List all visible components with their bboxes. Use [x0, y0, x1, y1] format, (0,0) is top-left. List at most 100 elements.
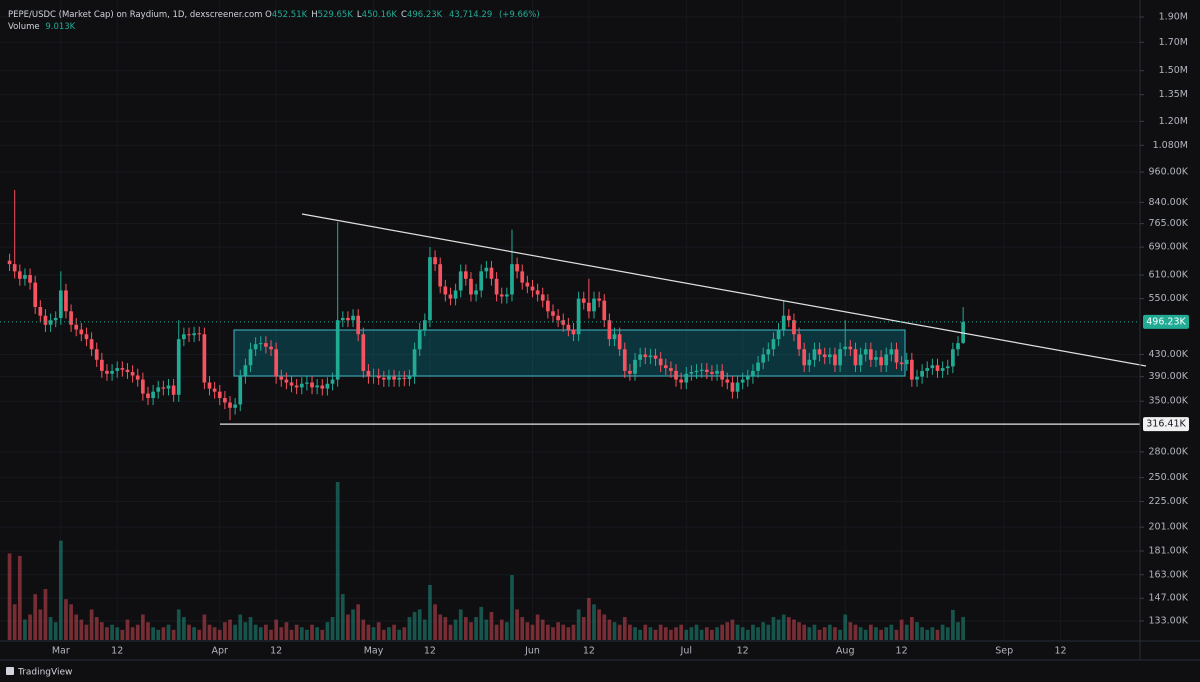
candle-body	[587, 302, 591, 312]
volume-bar	[843, 614, 848, 640]
candle-body	[79, 329, 84, 335]
volume-bar	[940, 624, 945, 640]
candle-body	[458, 271, 463, 291]
candle-body	[628, 370, 632, 374]
candle-body	[330, 379, 335, 384]
candle-body	[597, 298, 601, 301]
x-tick-label: 12	[1054, 646, 1066, 657]
volume-legend-name: Volume	[8, 22, 40, 32]
volume-bar	[207, 624, 212, 640]
volume-pane	[7, 482, 965, 640]
candle-body	[243, 365, 248, 377]
volume-bar	[146, 622, 150, 640]
candle-body	[356, 315, 361, 335]
volume-bar	[633, 627, 637, 640]
candle-body	[187, 334, 191, 336]
volume-bar	[433, 604, 437, 640]
volume-bar	[546, 624, 550, 640]
volume-bar	[474, 617, 478, 640]
volume-bar	[7, 553, 12, 640]
volume-bar	[376, 622, 381, 640]
volume-bar	[315, 627, 320, 640]
candle-body	[217, 391, 222, 398]
y-tick-label: 280.00K	[1149, 446, 1189, 457]
candle-body	[89, 339, 94, 350]
x-tick-label: 12	[111, 646, 123, 657]
volume-bar	[458, 609, 463, 640]
candle-body	[884, 354, 889, 366]
volume-bar	[407, 617, 412, 640]
volume-bar	[735, 624, 740, 640]
volume-bar	[356, 604, 361, 640]
candle-body	[305, 382, 309, 384]
ohlc-name: O	[265, 10, 272, 20]
candle-body	[751, 370, 755, 377]
volume-bar	[863, 629, 868, 640]
axes: 1.90M 1.70M 1.50M 1.35M 1.20M 1.080M 960.00K 84…	[52, 12, 1189, 657]
volume-bar	[48, 617, 53, 640]
legend-line: PEPE/USDC (Market Cap) on Raydium, 1D, d…	[8, 9, 544, 21]
volume-bar	[879, 629, 883, 640]
volume-bar	[361, 619, 366, 640]
volume-bar	[556, 622, 560, 640]
candle-body	[469, 278, 473, 295]
y-tick-label: 163.00K	[1149, 569, 1189, 580]
candle-body	[766, 349, 771, 355]
volume-bar	[387, 627, 391, 640]
volume-bar	[792, 619, 796, 640]
candle-body	[653, 355, 658, 359]
y-tick-label: 225.00K	[1149, 496, 1189, 507]
candle-body	[951, 349, 955, 367]
candle-body	[853, 349, 858, 366]
candle-body	[120, 368, 125, 370]
candle-body	[38, 306, 43, 316]
volume-bar	[848, 622, 853, 640]
volume-bar	[279, 627, 284, 640]
volume-bar	[561, 624, 566, 640]
x-tick-label: 12	[896, 646, 908, 657]
volume-bar	[192, 627, 196, 640]
candle-body	[510, 264, 514, 295]
candle-body	[161, 387, 166, 389]
volume-bar	[935, 629, 940, 640]
candle-body	[874, 357, 878, 360]
grid	[0, 0, 1140, 640]
candle-body	[197, 333, 202, 335]
x-tick-label: Mar	[52, 646, 70, 657]
volume-bar	[602, 614, 607, 640]
candle-body	[745, 376, 750, 380]
candle-body	[781, 315, 786, 330]
candle-body	[294, 385, 299, 388]
y-tick-label: 147.00K	[1149, 593, 1189, 604]
volume-bar	[422, 619, 427, 640]
candle-body	[879, 357, 883, 366]
volume-bar	[499, 619, 504, 640]
volume-bar	[689, 627, 694, 640]
candle-body	[7, 260, 12, 265]
candle-body	[827, 354, 832, 358]
volume-bar	[889, 624, 894, 640]
x-tick-label: 12	[270, 646, 282, 657]
candle-body	[463, 271, 468, 279]
candle-body	[238, 376, 243, 405]
volume-bar	[238, 614, 243, 640]
volume-bar	[284, 622, 289, 640]
volume-bar	[643, 624, 648, 640]
volume-bar	[761, 622, 766, 640]
volume-bar	[243, 622, 248, 640]
candle-body	[53, 317, 58, 321]
candle-body	[725, 379, 730, 383]
candle-body	[43, 315, 48, 325]
volume-bar	[479, 606, 484, 640]
candle-body	[207, 382, 212, 389]
candle-body	[945, 366, 950, 369]
candle-body	[817, 349, 822, 355]
candle-body	[869, 349, 873, 360]
candle-body	[617, 334, 622, 350]
volume-bar	[371, 627, 376, 640]
candle-body	[489, 267, 494, 279]
candle-body	[761, 354, 766, 363]
volume-bar	[223, 622, 227, 640]
